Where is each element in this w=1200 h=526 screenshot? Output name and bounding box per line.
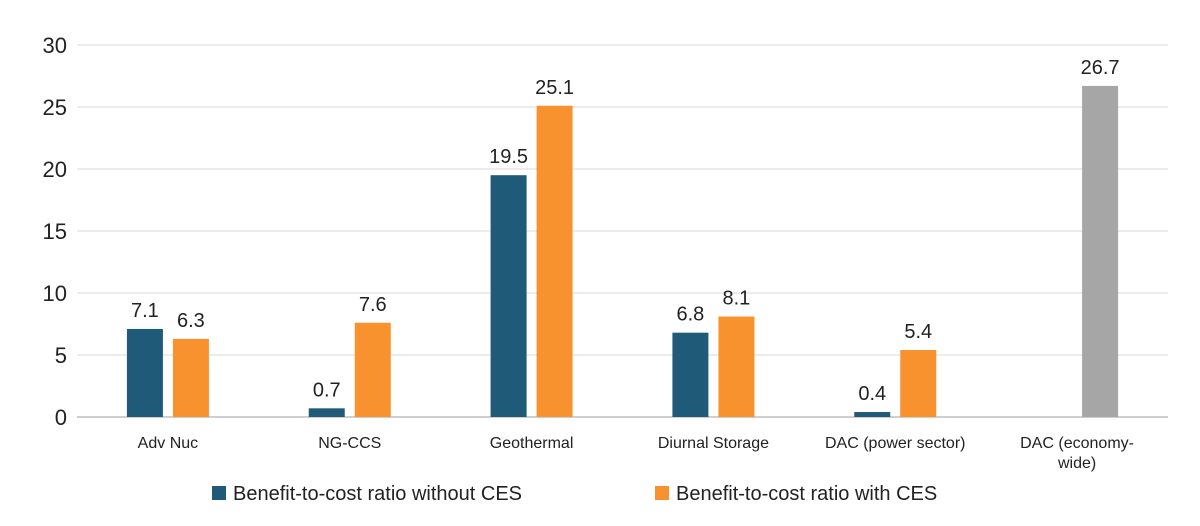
bar-series-2-cat-3 [536, 105, 573, 417]
bar-series-1-cat-5 [854, 412, 891, 417]
legend: Benefit-to-cost ratio without CES Benefit… [212, 483, 937, 505]
bar-series-1-cat-1 [126, 328, 163, 417]
x-tick-label: Adv Nuc [138, 435, 198, 452]
legend-label: Benefit-to-cost ratio without CES [233, 483, 522, 505]
bar-series-1-cat-3 [490, 175, 527, 417]
bar-series-1-cat-4 [672, 332, 709, 417]
bar-extra-1 [1082, 85, 1119, 418]
x-tick-label: NG-CCS [318, 435, 381, 452]
gridlines [77, 44, 1168, 356]
data-label: 8.1 [723, 288, 751, 310]
data-label: 7.6 [359, 294, 387, 316]
data-label: 7.1 [131, 300, 159, 322]
x-tick-label: wide) [1057, 455, 1096, 472]
y-tick-label: 10 [43, 281, 67, 306]
y-tick-label: 25 [43, 95, 67, 120]
x-tick-label: Geothermal [490, 435, 574, 452]
x-tick-label: DAC (economy- [1020, 435, 1134, 452]
data-label: 19.5 [489, 146, 528, 168]
legend-swatch [655, 486, 669, 500]
data-label: 0.7 [313, 379, 341, 401]
y-tick-label: 30 [43, 33, 67, 58]
y-tick-label: 0 [55, 405, 67, 430]
data-label: 0.4 [858, 383, 886, 405]
bar-series-2-cat-5 [900, 350, 937, 417]
bar-series-2-cat-2 [354, 322, 391, 417]
data-label: 6.3 [177, 310, 205, 332]
legend-label: Benefit-to-cost ratio with CES [676, 483, 937, 505]
legend-swatch [212, 486, 226, 500]
data-label: 5.4 [904, 321, 932, 343]
bar-series-1-cat-2 [308, 408, 345, 417]
x-tick-label: Diurnal Storage [658, 435, 769, 452]
bar-series-2-cat-1 [172, 338, 209, 417]
data-label: 25.1 [535, 77, 574, 99]
y-tick-label: 15 [43, 219, 67, 244]
data-label: 26.7 [1081, 57, 1120, 79]
x-tick-label: DAC (power sector) [825, 435, 965, 452]
y-tick-label: 5 [55, 343, 67, 368]
data-label: 6.8 [677, 304, 705, 326]
y-tick-label: 20 [43, 157, 67, 182]
bar-series-2-cat-4 [718, 316, 755, 417]
bars [126, 85, 1119, 418]
